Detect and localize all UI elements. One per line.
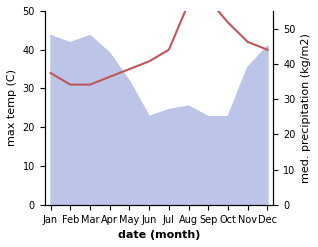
- Y-axis label: med. precipitation (kg/m2): med. precipitation (kg/m2): [301, 33, 311, 183]
- X-axis label: date (month): date (month): [118, 230, 200, 240]
- Y-axis label: max temp (C): max temp (C): [7, 69, 17, 146]
